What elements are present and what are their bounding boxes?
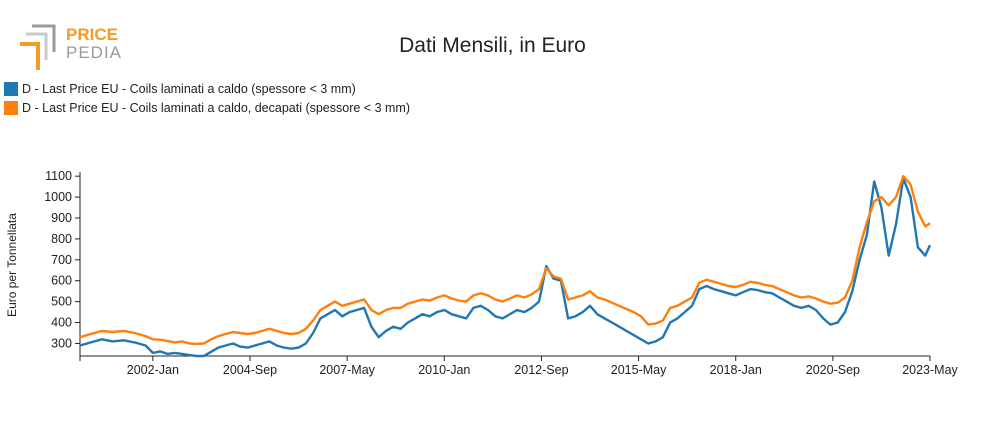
axes: 300 400 500 600 700 800 900 1000 1100 2002-Jan 200… <box>44 169 958 377</box>
legend-label-series2: D - Last Price EU - Coils laminati a cal… <box>22 100 410 115</box>
y-tick-label: 300 <box>51 336 72 350</box>
x-tick-label: 2002-Jan <box>127 363 179 377</box>
legend-swatch-series2 <box>4 100 18 115</box>
y-tick-label: 400 <box>51 316 72 330</box>
legend-swatch-series1 <box>4 81 18 96</box>
pricepedia-logo: PRICE PEDIA <box>20 24 122 70</box>
logo-text-pedia: PEDIA <box>66 43 122 62</box>
x-tick-label: 2015-May <box>611 363 667 377</box>
y-tick-label: 900 <box>51 211 72 225</box>
y-tick-label: 600 <box>51 274 72 288</box>
series-lines <box>79 175 932 358</box>
x-tick-label: 2012-Sep <box>514 363 568 377</box>
x-tick-label: 2010-Jan <box>418 363 470 377</box>
x-tick-label: 2023-May <box>902 363 958 377</box>
logo-mark <box>20 24 56 70</box>
y-tick-label: 800 <box>51 232 72 246</box>
series-line-1 <box>79 177 932 358</box>
legend-label-series1: D - Last Price EU - Coils laminati a cal… <box>22 81 356 96</box>
legend-item-series2[interactable]: D - Last Price EU - Coils laminati a cal… <box>4 98 410 117</box>
y-tick-label: 1000 <box>44 190 72 204</box>
legend-item-series1[interactable]: D - Last Price EU - Coils laminati a cal… <box>4 79 410 98</box>
series-line-2 <box>79 175 931 346</box>
y-tick-label: 1100 <box>45 169 72 183</box>
x-tick-label: 2004-Sep <box>223 363 277 377</box>
x-tick-label: 2007-May <box>319 363 375 377</box>
chart-legend: D - Last Price EU - Coils laminati a cal… <box>4 79 410 117</box>
x-tick-label: 2018-Jan <box>710 363 762 377</box>
y-tick-label: 500 <box>51 295 72 309</box>
logo-text-price: PRICE <box>66 25 118 44</box>
x-tick-label: 2020-Sep <box>806 363 860 377</box>
chart-title: Dati Mensili, in Euro <box>399 34 586 57</box>
y-tick-label: 700 <box>51 253 72 267</box>
